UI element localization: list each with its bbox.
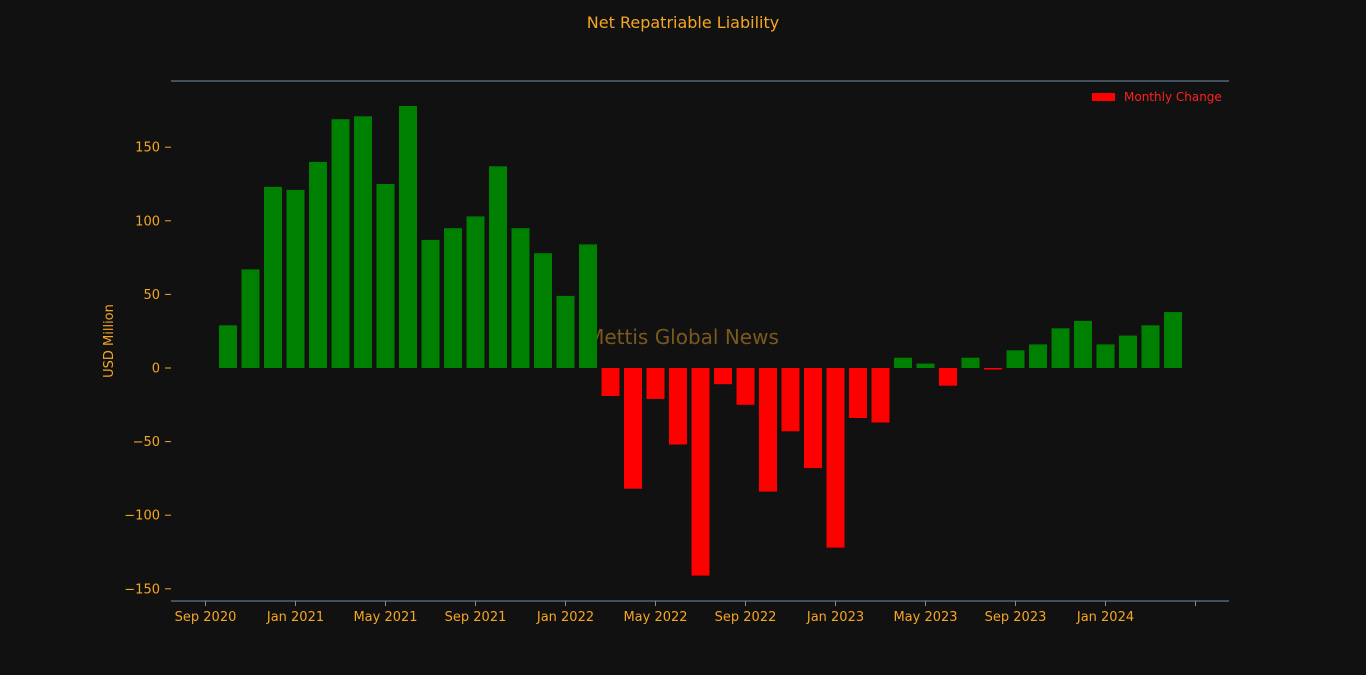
bar [624, 368, 642, 489]
x-tick-label: Jan 2023 [806, 610, 864, 625]
bar [444, 228, 462, 368]
bar [826, 368, 845, 548]
chart-title: Net Repatriable Liability [587, 13, 779, 32]
x-tick-label: Jan 2024 [1076, 610, 1134, 625]
bar [871, 368, 890, 423]
bar [534, 253, 552, 368]
bar [354, 116, 372, 368]
bar [286, 189, 305, 368]
bar [241, 269, 260, 368]
legend: Monthly Change [1092, 90, 1222, 104]
bar [601, 368, 620, 396]
y-tick-label: −50 [133, 435, 160, 450]
bar [961, 357, 980, 368]
bar [894, 357, 912, 368]
bar [331, 119, 350, 368]
bar [1141, 325, 1160, 368]
bar [916, 363, 935, 368]
bar [1164, 312, 1182, 368]
x-tick-label: Sep 2023 [985, 610, 1047, 625]
y-tick-label: 150 [135, 141, 160, 156]
bar [1006, 350, 1025, 368]
x-tick-label: Jan 2022 [536, 610, 594, 625]
y-tick-label: −100 [124, 509, 160, 524]
bar [669, 368, 687, 445]
x-tick-label: Sep 2022 [715, 610, 777, 625]
bar [264, 186, 282, 368]
y-tick-label: 50 [143, 288, 160, 303]
bar [1074, 320, 1092, 368]
bar [1096, 344, 1115, 368]
x-tick-label: May 2023 [893, 610, 957, 625]
bar [489, 166, 507, 368]
x-tick-label: May 2022 [623, 610, 687, 625]
bar [219, 325, 237, 368]
bar [466, 216, 485, 368]
bar [376, 184, 395, 368]
y-tick-label: 0 [152, 362, 160, 377]
legend-swatch [1092, 93, 1115, 101]
bar [736, 368, 755, 405]
bar [691, 368, 710, 576]
bar [399, 106, 417, 368]
x-tick-label: May 2021 [353, 610, 417, 625]
watermark: Mettis Global News [587, 325, 779, 349]
bar [714, 368, 732, 385]
bar [1119, 335, 1137, 368]
x-tick-label: Jan 2021 [266, 610, 324, 625]
y-tick-label: 100 [135, 214, 160, 229]
bar [1051, 328, 1070, 368]
bar [939, 368, 957, 386]
y-tick-label: −150 [124, 582, 160, 597]
y-axis-label: USD Million [102, 304, 117, 378]
x-tick-label: Sep 2021 [445, 610, 507, 625]
bar [579, 244, 597, 368]
legend-label: Monthly Change [1124, 90, 1222, 104]
bar [511, 228, 530, 368]
bar [759, 368, 777, 492]
bar [781, 368, 800, 432]
bar [556, 295, 575, 368]
bar [646, 368, 665, 399]
bar [421, 239, 440, 368]
bar [309, 161, 327, 368]
bar [1029, 344, 1047, 368]
bar [804, 368, 822, 469]
bar [849, 368, 867, 418]
x-tick-label: Sep 2020 [175, 610, 237, 625]
bar [984, 368, 1002, 370]
